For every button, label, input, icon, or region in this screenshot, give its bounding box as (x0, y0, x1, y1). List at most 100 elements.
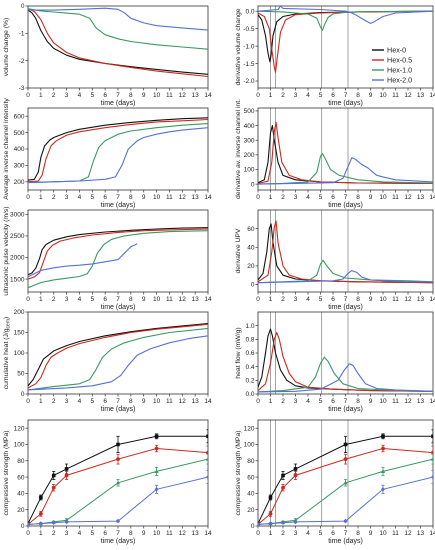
x-tick-label: 3 (294, 296, 298, 303)
series-line-hex-10 (28, 123, 208, 184)
x-tick-label: 14 (204, 296, 212, 303)
series-line-hex-20 (258, 363, 433, 393)
x-tick-label: 2 (52, 194, 56, 201)
x-tick-label: 14 (429, 398, 435, 405)
y-tick-label: 3000 (10, 212, 25, 219)
x-tick-label: 0 (256, 194, 260, 201)
series-line-hex-05 (258, 331, 433, 392)
x-tick-label: 4 (78, 92, 82, 99)
data-point (154, 487, 159, 492)
data-point (51, 473, 56, 478)
y-tick-label: 0 (21, 3, 25, 10)
y-tick-label: 0.6 (245, 350, 254, 357)
y-axis-label: ultrasonic pulse velocity (m/s) (3, 206, 10, 295)
y-tick-label: 500 (14, 130, 25, 137)
y-tick-label: 0.8 (245, 337, 254, 344)
x-tick-label: 2 (52, 530, 56, 537)
x-tick-label: 2 (281, 296, 285, 303)
plot-frame (257, 209, 434, 293)
series-line-hex-20 (28, 335, 208, 391)
y-axis-label: derivative volume change (235, 8, 242, 85)
x-tick-label: 12 (179, 92, 187, 99)
y-tick-label: 0.4 (245, 364, 254, 371)
x-tick-label: 5 (319, 398, 323, 405)
x-tick-label: 5 (90, 194, 94, 201)
y-tick-label: -2 (19, 58, 25, 65)
x-tick-label: 7 (344, 92, 348, 99)
legend-entry: Hex-0 (387, 46, 406, 55)
x-tick-label: 0 (256, 398, 260, 405)
series-line-hex-0 (258, 223, 433, 284)
x-axis-label: time (days) (101, 304, 136, 311)
data-point (381, 434, 385, 439)
data-point (430, 456, 433, 461)
x-tick-label: 0 (26, 296, 30, 303)
x-tick-label: 10 (379, 296, 387, 303)
x-tick-label: 11 (392, 398, 399, 405)
x-tick-label: 7 (116, 530, 120, 537)
series-line-hex-10 (28, 230, 208, 289)
x-tick-label: 0 (26, 194, 30, 201)
y-tick-label: 200 (14, 179, 25, 186)
x-axis-label: time (days) (101, 202, 136, 209)
x-axis-label: time (days) (101, 538, 136, 545)
x-tick-label: 7 (116, 398, 120, 405)
data-point (206, 474, 208, 480)
x-tick-label: 14 (429, 194, 435, 201)
x-tick-label: 3 (65, 530, 69, 537)
y-tick-label: -0.5 (243, 26, 255, 33)
x-axis-label: time (days) (328, 202, 363, 209)
x-tick-label: 5 (319, 530, 323, 537)
x-tick-label: 4 (306, 296, 310, 303)
x-tick-label: 1 (269, 530, 273, 537)
y-tick-label: 0.2 (245, 378, 254, 385)
y-tick-label: 60 (247, 474, 255, 481)
data-point (28, 522, 30, 526)
x-tick-label: 1 (269, 92, 273, 99)
data-point (293, 519, 298, 525)
x-tick-label: 12 (404, 398, 412, 405)
x-tick-label: 13 (417, 530, 425, 537)
x-tick-label: 2 (281, 398, 285, 405)
x-tick-label: 1 (39, 194, 43, 201)
y-tick-label: 20 (247, 507, 255, 514)
y-tick-label: 80 (17, 458, 25, 465)
x-tick-label: 8 (129, 194, 133, 201)
x-tick-label: 10 (153, 194, 161, 201)
x-tick-label: 5 (90, 296, 94, 303)
x-tick-label: 13 (192, 194, 200, 201)
y-axis-label: compressive strength (MPa) (235, 431, 242, 516)
data-point (293, 473, 298, 478)
x-tick-label: 5 (90, 398, 94, 405)
x-tick-label: 0 (26, 530, 30, 537)
x-tick-label: 4 (78, 398, 82, 405)
y-tick-label: 80 (247, 458, 255, 465)
y-tick-label: 2000 (10, 255, 25, 262)
x-tick-label: 10 (379, 398, 387, 405)
x-tick-label: 4 (78, 296, 82, 303)
series-line-hex-10 (28, 458, 208, 525)
x-tick-label: 12 (179, 398, 187, 405)
x-tick-label: 2 (281, 530, 285, 537)
y-tick-label: 2500 (10, 233, 25, 240)
x-tick-label: 14 (204, 398, 212, 405)
x-tick-label: 3 (65, 92, 69, 99)
legend-entry: Hex-2.0 (387, 76, 412, 85)
x-tick-label: 6 (331, 296, 335, 303)
series-line-hex-20 (258, 6, 433, 24)
x-tick-label: 5 (319, 296, 323, 303)
data-point (51, 520, 56, 526)
x-tick-label: 11 (392, 530, 399, 537)
series-line-hex-20 (258, 157, 433, 185)
x-tick-label: 1 (39, 296, 43, 303)
x-tick-label: 13 (192, 398, 200, 405)
y-axis-label: volume change (%) (3, 18, 10, 77)
x-tick-label: 2 (281, 92, 285, 99)
x-tick-label: 11 (166, 194, 173, 201)
series-line-hex-20 (28, 127, 208, 184)
y-tick-label: 300 (244, 137, 255, 144)
x-tick-label: 11 (166, 92, 173, 99)
